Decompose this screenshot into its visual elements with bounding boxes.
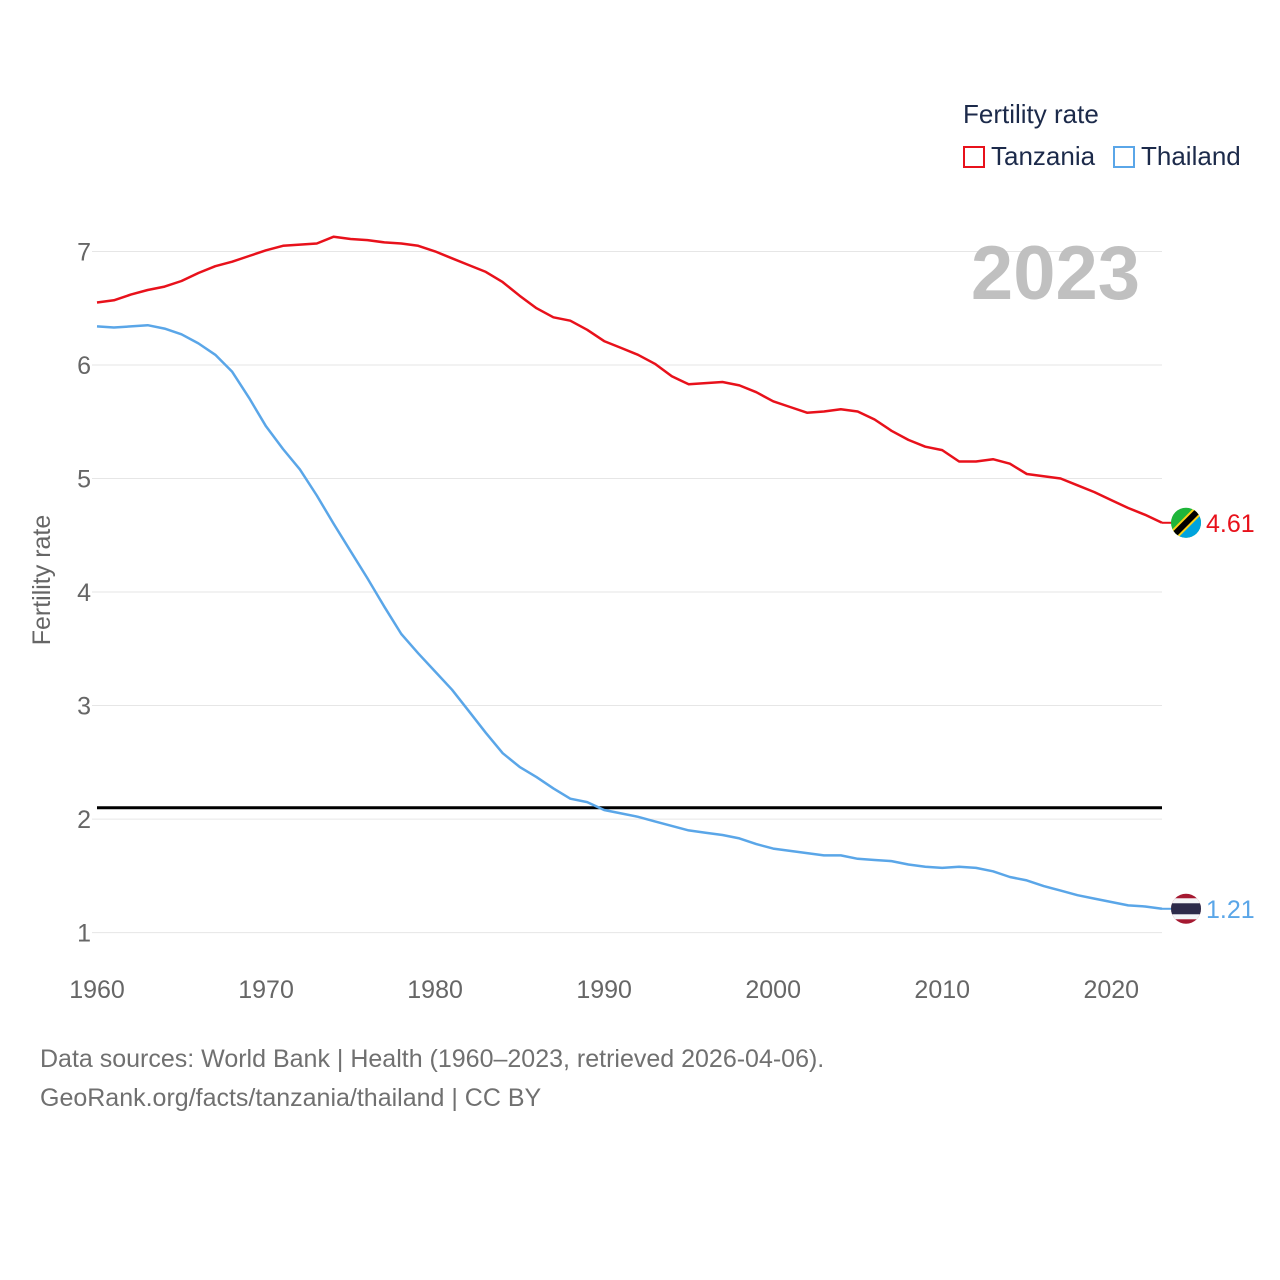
y-tick-label: 5: [77, 466, 91, 494]
y-tick-label: 2: [77, 806, 91, 834]
thailand-flag-icon: [1162, 893, 1201, 924]
legend-title: Fertility rate: [963, 99, 1099, 129]
y-axis-label: Fertility rate: [28, 515, 56, 646]
y-tick-label: 4: [77, 579, 91, 607]
series-lines: [96, 235, 1163, 911]
x-tick-label: 1970: [238, 976, 294, 1004]
x-tick-label: 2020: [1083, 976, 1139, 1004]
y-tick-label: 1: [77, 920, 91, 948]
y-axis-ticks: 1 2 3 4 5 6 7: [77, 238, 91, 947]
x-tick-label: 1990: [576, 976, 632, 1004]
legend-item-tanzania[interactable]: Tanzania: [963, 141, 1095, 172]
legend-swatch-thailand: [1113, 145, 1135, 168]
legend-item-thailand[interactable]: Thailand: [1113, 141, 1241, 172]
end-value-label-thailand: 1.21: [1206, 896, 1255, 924]
y-tick-label: 7: [77, 238, 91, 266]
x-tick-label: 1980: [407, 976, 463, 1004]
y-tick-label: 3: [77, 693, 91, 721]
y-tick-label: 6: [77, 352, 91, 380]
source-link-text[interactable]: GeoRank.org/facts/tanzania/thailand | CC…: [40, 1084, 542, 1112]
end-value-label-tanzania: 4.61: [1206, 510, 1255, 538]
data-source-text: Data sources: World Bank | Health (1960–…: [40, 1045, 825, 1073]
grid-lines: [92, 250, 1162, 934]
x-tick-label: 2000: [745, 976, 801, 1004]
legend-label-tanzania: Tanzania: [991, 141, 1096, 171]
x-axis-ticks: 1960 1970 1980 1990 2000 2010 2020: [69, 976, 1139, 1004]
x-tick-label: 1960: [69, 976, 125, 1004]
series-line-thailand: [96, 323, 1163, 911]
year-watermark: 2023: [971, 231, 1140, 316]
end-markers: 4.61 1.21: [1162, 507, 1255, 924]
legend-label-thailand: Thailand: [1141, 141, 1241, 171]
tanzania-flag-icon: [1162, 507, 1201, 538]
series-line-tanzania: [96, 235, 1163, 524]
x-tick-label: 2010: [914, 976, 970, 1004]
legend-swatch-tanzania: [963, 145, 985, 168]
